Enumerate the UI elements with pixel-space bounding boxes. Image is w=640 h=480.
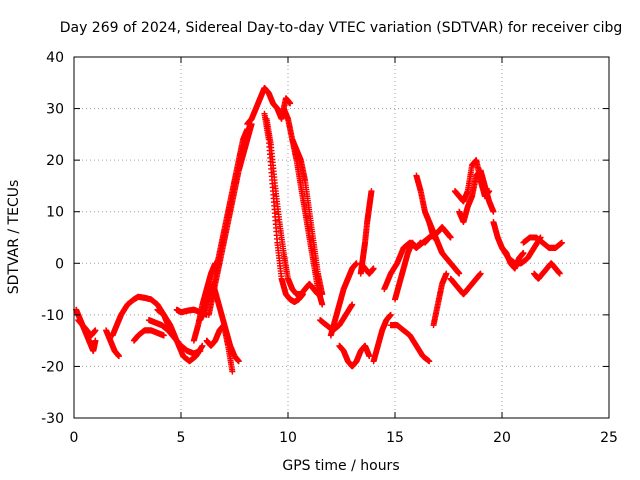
series-arc23 — [357, 260, 377, 277]
data-point — [199, 342, 206, 349]
series-arc31 — [430, 270, 450, 329]
x-tick-label: 25 — [600, 430, 618, 446]
chart-title: Day 269 of 2024, Sidereal Day-to-day VTE… — [60, 20, 623, 36]
series-arc18 — [289, 136, 326, 298]
y-tick-label: 30 — [46, 102, 64, 118]
series-arc7 — [154, 306, 206, 365]
data-point — [160, 332, 167, 339]
data-point — [447, 234, 454, 241]
data-point — [366, 353, 373, 360]
plot-frame — [73, 56, 610, 419]
points-layer — [73, 84, 565, 375]
series-arc36 — [499, 234, 544, 267]
data-point — [235, 358, 242, 365]
data-point — [456, 270, 463, 277]
series-arc4 — [109, 293, 176, 339]
y-tick-label: -10 — [41, 308, 64, 324]
data-point — [477, 270, 484, 277]
data-point — [368, 188, 375, 195]
data-point — [387, 311, 394, 318]
data-point — [319, 291, 326, 298]
series-arc34 — [456, 167, 497, 226]
data-point — [229, 368, 236, 375]
data-point — [244, 126, 251, 133]
y-tick-label: 20 — [46, 153, 64, 169]
y-tick-label: -30 — [41, 411, 64, 427]
data-point — [92, 337, 99, 344]
data-point — [558, 239, 565, 246]
data-point — [115, 353, 122, 360]
data-point — [92, 327, 99, 334]
data-point — [443, 270, 450, 277]
x-axis-title: GPS time / hours — [282, 458, 399, 474]
series-arc20 — [327, 260, 360, 339]
data-point — [349, 301, 356, 308]
x-tick-label: 20 — [493, 430, 511, 446]
y-tick-label: -20 — [41, 359, 64, 375]
series-arc15 — [261, 110, 306, 305]
series-arc21 — [336, 342, 373, 370]
data-point — [556, 270, 563, 277]
series-arc37 — [520, 234, 565, 251]
series-arc14 — [244, 84, 294, 128]
series-arc24 — [370, 311, 394, 365]
series-arc11 — [203, 322, 236, 375]
x-tick-label: 15 — [386, 430, 404, 446]
y-tick-label: 0 — [55, 256, 64, 272]
series-arc32 — [447, 270, 484, 298]
y-tick-labels: -30 -20 -10 0 10 20 30 40 — [41, 50, 64, 427]
series-arc38 — [531, 260, 563, 282]
x-tick-label: 0 — [70, 430, 79, 446]
series-arc25 — [387, 322, 433, 365]
series-arc27 — [392, 239, 424, 303]
data-point — [426, 358, 433, 365]
series-arc30 — [426, 219, 463, 277]
data-point — [319, 301, 326, 308]
series-arc2 — [75, 317, 99, 339]
data-point — [490, 208, 497, 215]
axis-ticks — [73, 56, 610, 419]
data-point — [287, 100, 294, 107]
series-arc13 — [210, 126, 251, 293]
y-tick-label: 40 — [46, 50, 64, 66]
y-axis-title: SDTVAR / TECUs — [6, 180, 22, 295]
x-tick-label: 10 — [279, 430, 297, 446]
y-tick-label: 10 — [46, 205, 64, 221]
data-point — [520, 249, 527, 256]
series-arc5 — [130, 327, 167, 344]
series-arc16 — [263, 115, 321, 298]
data-point — [370, 265, 377, 272]
x-tick-label: 5 — [177, 430, 186, 446]
x-tick-labels: 0 5 10 15 20 25 — [70, 430, 618, 446]
